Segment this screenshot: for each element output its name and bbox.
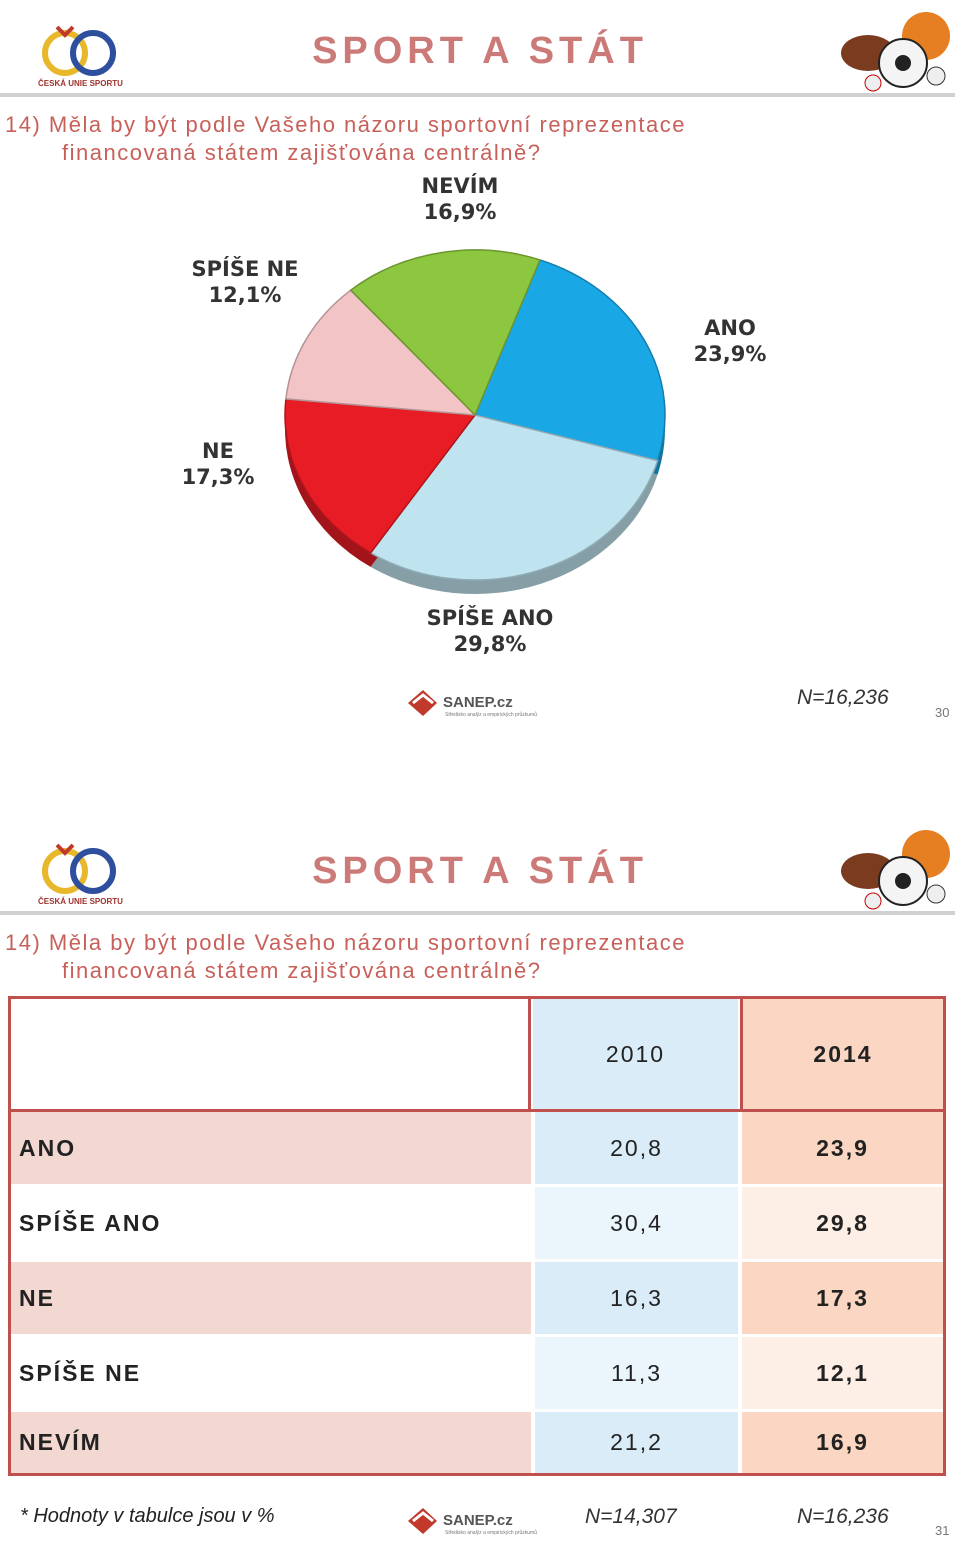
row-value: 16,9 bbox=[742, 1412, 943, 1473]
row-value: 30,4 bbox=[535, 1187, 738, 1259]
header-cell: 2010 bbox=[533, 999, 738, 1109]
question: financovaná státem zajišťována centrálně… bbox=[62, 958, 542, 983]
page-number: 30 bbox=[935, 705, 950, 720]
row-label: NEVÍM bbox=[11, 1412, 531, 1473]
header-cell: 2014 bbox=[740, 999, 943, 1109]
slice-value: 29,8% bbox=[454, 632, 527, 656]
sports-balls bbox=[841, 12, 950, 92]
header-rule bbox=[11, 1109, 943, 1112]
slice-value: 16,9% bbox=[424, 200, 497, 224]
sanep-logo bbox=[408, 1508, 437, 1534]
row-value: 29,8 bbox=[742, 1187, 943, 1259]
pie-slice bbox=[284, 398, 477, 554]
slice-value: 23,9% bbox=[694, 342, 767, 366]
slice-value: 12,1% bbox=[209, 283, 282, 307]
table-note: * Hodnoty v tabulce jsou v % bbox=[20, 1505, 275, 1527]
question: 14) Měla by být podle Vašeho názoru spor… bbox=[5, 930, 686, 955]
sample-size: N=14,307 bbox=[585, 1505, 677, 1528]
row-value: 16,3 bbox=[535, 1262, 738, 1334]
header-empty bbox=[11, 999, 531, 1109]
slide-title: SPORT A STÁT bbox=[312, 30, 648, 72]
slice-label: NE bbox=[202, 439, 234, 463]
row-label: SPÍŠE ANO bbox=[11, 1187, 531, 1259]
question: 14) Měla by být podle Vašeho názoru spor… bbox=[5, 112, 686, 137]
row-label: SPÍŠE NE bbox=[11, 1337, 531, 1409]
sample-size: N=16,236 bbox=[797, 1505, 889, 1528]
sanep-text: SANEP.cz bbox=[443, 1512, 513, 1529]
slice-label: ANO bbox=[704, 316, 756, 340]
row-value: 23,9 bbox=[742, 1112, 943, 1184]
row-value: 12,1 bbox=[742, 1337, 943, 1409]
slice-label: SPÍŠE NE bbox=[191, 256, 298, 281]
header-rule bbox=[0, 93, 955, 97]
page-number: 31 bbox=[935, 1523, 950, 1538]
header-rule bbox=[0, 911, 955, 915]
row-label: ANO bbox=[11, 1112, 531, 1184]
sanep-tagline: Středisko analýz a empirických průzkumů bbox=[445, 1530, 537, 1536]
slice-label: NEVÍM bbox=[422, 173, 499, 198]
pie-slice bbox=[349, 249, 541, 417]
row-value: 17,3 bbox=[742, 1262, 943, 1334]
pie-slice bbox=[369, 414, 659, 581]
data-table: 2010 2014 ANO 20,8 23,9 SPÍŠE ANO 30,4 29,8 NE 16… bbox=[8, 996, 946, 1476]
row-value: 11,3 bbox=[535, 1337, 738, 1409]
sample-size: N=16,236 bbox=[797, 686, 889, 709]
cus-logo bbox=[42, 25, 116, 76]
logo-text: ČESKÁ UNIE SPORTU bbox=[38, 79, 123, 88]
row-value: 21,2 bbox=[535, 1412, 738, 1473]
pie-slice bbox=[285, 289, 477, 416]
slice-label: SPÍŠE ANO bbox=[427, 605, 554, 630]
sanep-tagline: Středisko analýz a empirických průzkumů bbox=[445, 712, 537, 718]
row-label: NE bbox=[11, 1262, 531, 1334]
logo-text: ČESKÁ UNIE SPORTU bbox=[38, 897, 123, 906]
sports-balls bbox=[841, 830, 950, 910]
sanep-logo bbox=[408, 690, 437, 716]
sanep-text: SANEP.cz bbox=[443, 694, 513, 711]
cus-logo bbox=[42, 843, 116, 894]
slide-title: SPORT A STÁT bbox=[312, 850, 648, 892]
question: financovaná státem zajišťována centrálně… bbox=[62, 140, 542, 165]
row-value: 20,8 bbox=[535, 1112, 738, 1184]
pie-slice bbox=[473, 259, 666, 462]
slice-value: 17,3% bbox=[182, 465, 255, 489]
